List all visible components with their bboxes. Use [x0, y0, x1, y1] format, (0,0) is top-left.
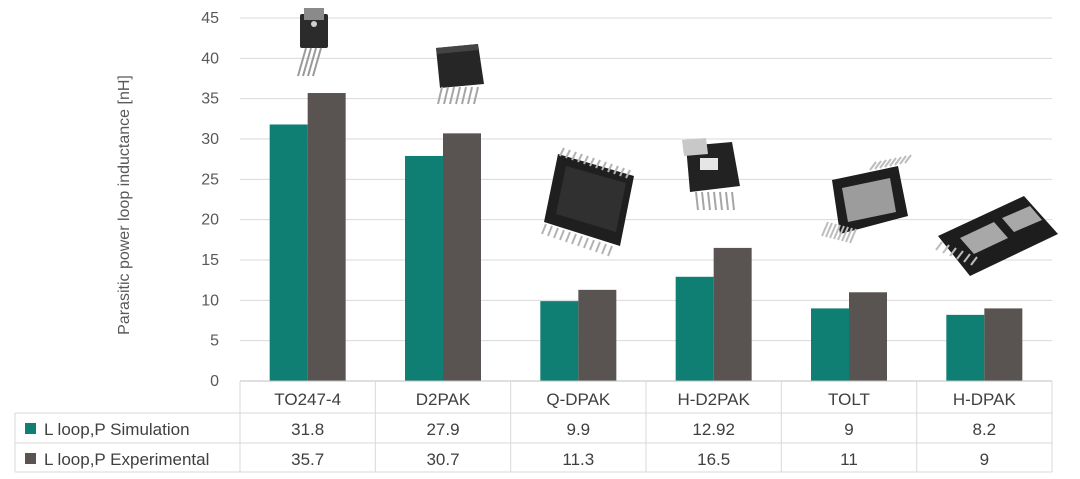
legend-label: L loop,P Simulation — [44, 420, 190, 439]
bar-experimental — [443, 133, 481, 381]
x-tick-label: TO247-4 — [274, 390, 341, 409]
package-images — [297, 8, 1058, 276]
q-dpak-package-icon — [541, 147, 634, 257]
bar-simulation — [269, 124, 308, 381]
bar-simulation — [946, 314, 985, 381]
data-label: 11.3 — [562, 450, 594, 469]
to247-4-package-icon — [297, 8, 328, 77]
data-label: 31.8 — [291, 420, 324, 439]
y-tick-label: 15 — [201, 252, 219, 269]
bar-experimental — [713, 247, 752, 381]
data-label: 9 — [980, 450, 989, 469]
h-dpak-package-icon — [935, 196, 1058, 276]
data-label: 35.7 — [291, 450, 324, 469]
legend-swatch — [25, 423, 36, 434]
x-tick-label: Q-DPAK — [546, 390, 611, 409]
gridlines — [240, 17, 1052, 342]
bar-simulation — [811, 308, 849, 381]
x-tick-label: D2PAK — [416, 390, 471, 409]
data-label: 11 — [840, 450, 858, 469]
d2pak-package-icon — [436, 44, 484, 105]
x-tick-label: TOLT — [828, 390, 870, 409]
tolt-package-icon — [821, 154, 912, 244]
h-d2pak-package-icon — [682, 138, 740, 211]
data-label: 27.9 — [426, 420, 459, 439]
bar-simulation — [675, 276, 714, 381]
data-label: 16.5 — [697, 450, 730, 469]
data-label: 12.92 — [692, 420, 735, 439]
bar-experimental — [578, 289, 617, 381]
bar-experimental — [984, 308, 1023, 381]
data-label: 9 — [844, 420, 853, 439]
y-tick-label: 10 — [201, 292, 219, 309]
y-axis-ticks: 0 5 10 15 20 25 30 35 40 45 — [201, 10, 219, 390]
y-tick-label: 5 — [210, 333, 219, 350]
y-tick-label: 40 — [201, 50, 219, 67]
y-tick-label: 0 — [210, 373, 219, 390]
y-tick-label: 35 — [201, 91, 219, 108]
bars — [269, 93, 1023, 382]
legend-swatch — [25, 453, 36, 464]
y-tick-label: 20 — [201, 212, 219, 229]
x-tick-label: H-DPAK — [953, 390, 1017, 409]
legend-label: L loop,P Experimental — [44, 450, 209, 469]
bar-experimental — [307, 93, 346, 382]
data-label: 9.9 — [567, 420, 591, 439]
data-label: 8.2 — [973, 420, 997, 439]
bar-simulation — [405, 155, 443, 381]
data-label: 30.7 — [426, 450, 459, 469]
x-tick-label: H-D2PAK — [677, 390, 750, 409]
bar-experimental — [849, 292, 887, 381]
y-tick-label: 45 — [201, 10, 219, 27]
y-tick-label: 30 — [201, 131, 219, 148]
y-axis-label: Parasitic power loop inductance [nH] — [116, 75, 133, 335]
y-tick-label: 25 — [201, 171, 219, 188]
data-table: TO247-4 D2PAK Q-DPAK H-D2PAK TOLT H-DPAK L loo… — [14, 380, 1053, 473]
bar-simulation — [540, 301, 579, 381]
